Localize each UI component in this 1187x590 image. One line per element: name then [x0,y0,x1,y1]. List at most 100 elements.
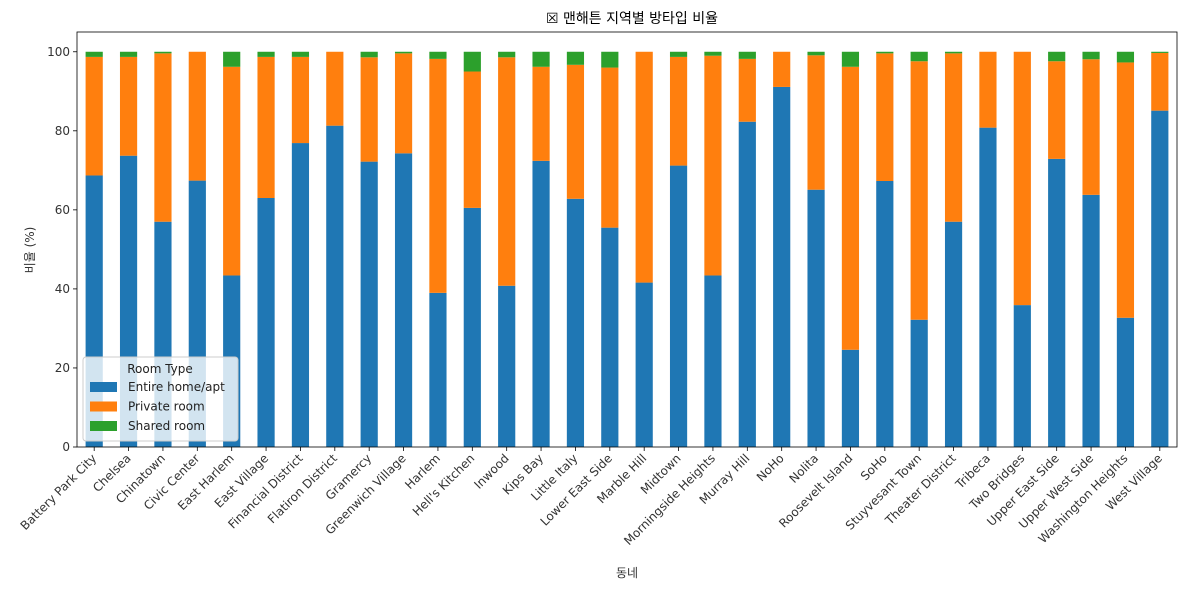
bar-shared-room [1048,51,1066,62]
bar-private-room [944,53,963,222]
bar-entire-home-apt [429,292,447,447]
legend-label: Shared room [128,419,205,433]
bar-entire-home-apt [532,160,550,447]
legend-swatch [90,382,117,392]
bar-private-room [119,56,138,156]
bar-entire-home-apt [394,153,413,448]
bar-entire-home-apt [979,127,997,448]
bar-private-room [291,56,310,144]
x-tick-label: Hell's Kitchen [410,451,478,519]
y-tick-label: 80 [55,124,70,138]
bar-shared-room [291,51,310,57]
bar-entire-home-apt [360,161,378,447]
bar-entire-home-apt [807,189,825,447]
bar-private-room [154,53,172,222]
bar-private-room [360,57,378,162]
legend-frame [82,356,239,442]
bar-entire-home-apt [566,198,585,447]
y-tick-label: 40 [55,282,70,296]
bar-shared-room [154,51,172,54]
bar-private-room [601,67,619,228]
bar-private-room [704,55,722,276]
y-axis-label: 비율 (%) [23,227,37,274]
bar-entire-home-apt [326,125,344,448]
bar-private-room [394,53,413,154]
bar-entire-home-apt [738,121,756,447]
bar-shared-room [566,51,585,65]
legend-swatch [90,421,117,431]
bar-private-room [841,66,860,350]
bar-entire-home-apt [876,181,894,447]
bar-shared-room [394,51,413,54]
bar-shared-room [223,51,241,67]
bar-entire-home-apt [1116,317,1135,447]
bar-private-room [910,61,928,320]
bar-private-room [876,53,894,182]
bar-entire-home-apt [1151,110,1169,448]
y-tick-label: 100 [47,45,70,59]
bar-private-room [1116,62,1135,318]
bars-group [85,51,1169,448]
bar-private-room [1082,59,1100,195]
y-tick-label: 60 [55,203,70,217]
bar-private-room [532,66,550,161]
y-tick-label: 0 [62,440,70,454]
bar-entire-home-apt [1048,158,1066,447]
legend-swatch [90,401,117,412]
bar-private-room [257,56,275,199]
bar-entire-home-apt [773,86,791,447]
bar-private-room [1048,61,1066,159]
chart-title: ☒ 맨해튼 지역별 방타입 비율 [546,11,718,27]
bar-shared-room [704,51,722,56]
bar-private-room [463,71,481,208]
bar-private-room [773,51,791,87]
bar-private-room [85,56,103,176]
bar-shared-room [360,51,378,58]
bar-private-room [188,51,206,181]
bar-shared-room [257,51,275,57]
bar-shared-room [669,51,688,57]
bar-private-room [635,51,653,283]
bar-private-room [498,57,516,286]
bar-entire-home-apt [498,285,516,447]
bar-entire-home-apt [291,143,310,448]
bar-private-room [566,64,585,199]
bar-private-room [326,51,344,126]
bar-entire-home-apt [944,221,963,447]
bar-private-room [979,51,997,128]
bar-entire-home-apt [635,282,653,447]
bar-shared-room [601,51,619,68]
bar-private-room [669,56,688,166]
bar-entire-home-apt [257,198,275,447]
bar-private-room [223,66,241,276]
bar-private-room [429,58,447,293]
bar-private-room [1013,51,1031,306]
bar-shared-room [807,51,825,56]
bar-entire-home-apt [1082,194,1100,447]
bar-shared-room [738,51,756,59]
bar-entire-home-apt [910,319,928,447]
bar-shared-room [876,51,894,54]
bar-entire-home-apt [841,349,860,447]
legend-label: Entire home/apt [128,380,225,394]
bar-private-room [1151,52,1169,111]
x-tick-label: SoHo [858,451,890,483]
bar-shared-room [85,51,103,57]
y-tick-label: 20 [55,361,70,375]
bar-shared-room [841,51,860,67]
legend-title: Room Type [127,362,193,376]
legend-label: Private room [128,400,205,414]
bar-private-room [807,55,825,190]
bar-shared-room [463,51,481,72]
bar-shared-room [532,51,550,67]
legend: Room Type Entire home/apt Private room Sha… [82,356,239,442]
bar-shared-room [944,51,963,54]
bar-entire-home-apt [669,165,688,448]
bar-entire-home-apt [463,207,481,447]
x-tick-label: NoHo [754,451,787,484]
bar-entire-home-apt [704,275,722,447]
bar-entire-home-apt [1013,305,1031,447]
bar-shared-room [498,51,516,58]
x-tick-label: Battery Park City [18,451,100,533]
